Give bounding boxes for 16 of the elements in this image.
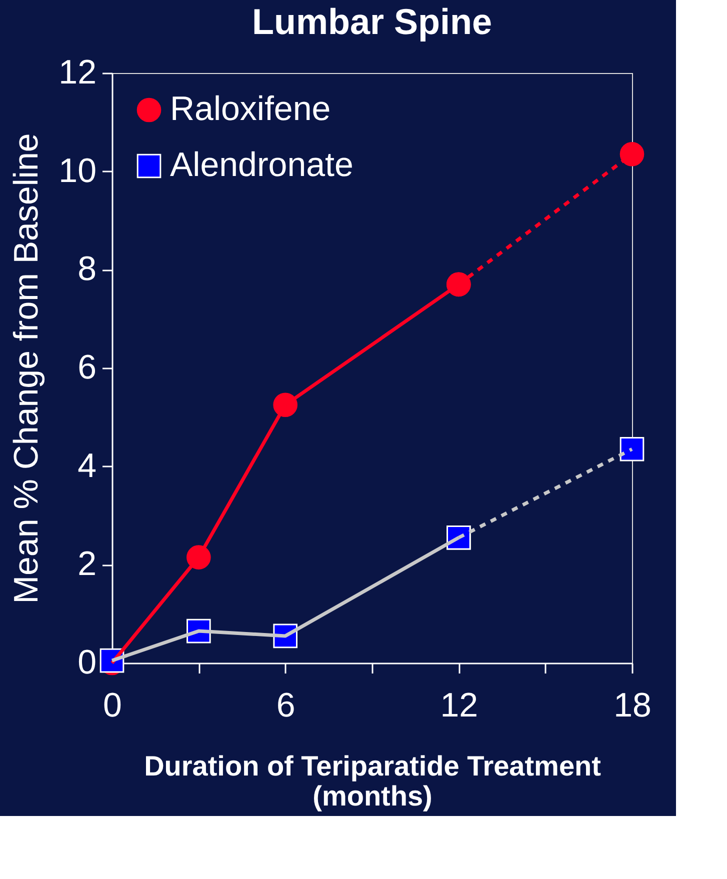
x-tick-label: 0 [103,686,122,724]
legend-label: Alendronate [170,146,354,184]
x-tick-label: 12 [440,686,478,724]
x-axis-title: Duration of Teriparatide Treatment (months) [144,750,601,812]
legend-label: Raloxifene [170,90,331,128]
y-tick-label: 8 [78,250,96,288]
y-tick-label: 4 [78,446,96,485]
y-tick-label: 10 [58,152,96,190]
x-tick-label: 6 [276,686,296,724]
x-tick-label: 18 [614,686,652,724]
y-tick-label: 12 [58,54,96,92]
y-tick-label: 2 [78,545,96,584]
y-tick-label: 6 [78,348,96,386]
y-tick-label: 0 [78,644,96,682]
chart-title: Lumbar Spine [252,1,492,42]
y-axis-title: Mean % Change from Baseline [8,133,46,604]
